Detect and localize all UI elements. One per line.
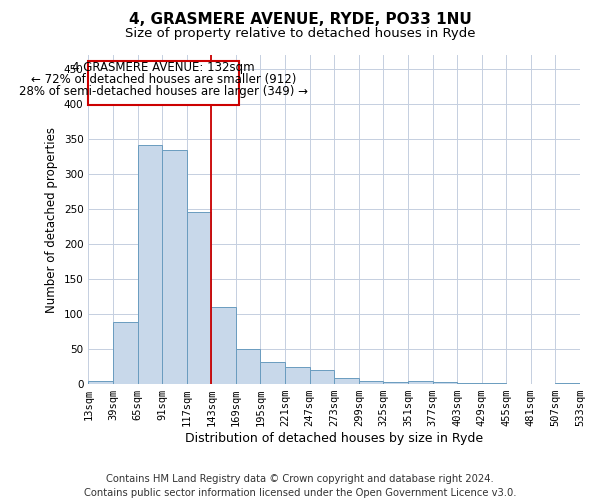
Bar: [433, 382, 457, 384]
Text: 28% of semi-detached houses are larger (349) →: 28% of semi-detached houses are larger (…: [19, 85, 308, 98]
Bar: [162, 150, 187, 384]
Bar: [310, 370, 334, 384]
Bar: [187, 212, 211, 384]
X-axis label: Distribution of detached houses by size in Ryde: Distribution of detached houses by size …: [185, 432, 483, 445]
Text: 4, GRASMERE AVENUE, RYDE, PO33 1NU: 4, GRASMERE AVENUE, RYDE, PO33 1NU: [128, 12, 472, 28]
Bar: [334, 378, 359, 384]
Y-axis label: Number of detached properties: Number of detached properties: [45, 126, 58, 312]
Text: Size of property relative to detached houses in Ryde: Size of property relative to detached ho…: [125, 28, 475, 40]
Text: 4 GRASMERE AVENUE: 132sqm: 4 GRASMERE AVENUE: 132sqm: [72, 61, 255, 74]
Text: ← 72% of detached houses are smaller (912): ← 72% of detached houses are smaller (91…: [31, 73, 296, 86]
Bar: [359, 380, 383, 384]
Bar: [260, 362, 285, 384]
Bar: [236, 349, 260, 384]
Bar: [285, 366, 310, 384]
Bar: [408, 382, 433, 384]
Bar: [482, 382, 506, 384]
Bar: [88, 60, 239, 106]
Bar: [383, 382, 408, 384]
Text: Contains HM Land Registry data © Crown copyright and database right 2024.
Contai: Contains HM Land Registry data © Crown c…: [84, 474, 516, 498]
Bar: [137, 146, 162, 384]
Bar: [88, 380, 113, 384]
Bar: [211, 307, 236, 384]
Bar: [113, 322, 137, 384]
